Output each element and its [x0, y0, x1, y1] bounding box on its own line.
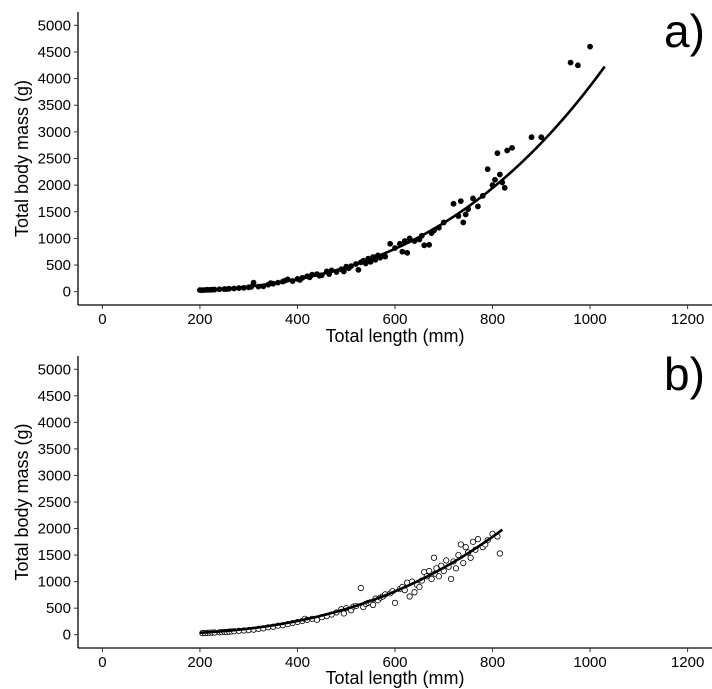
data-point [404, 249, 411, 256]
data-point [496, 550, 503, 557]
data-point [416, 583, 423, 591]
fit-curve [199, 528, 504, 635]
data-point [496, 171, 503, 178]
data-point [567, 59, 574, 66]
y-tick-label: 2000 [38, 521, 71, 538]
y-tick-label: 2000 [38, 177, 71, 194]
data-point [470, 195, 476, 202]
x-tick-label: 600 [382, 654, 407, 671]
panel-label: b) [664, 348, 705, 400]
y-tick-label: 3500 [38, 97, 71, 114]
data-point [460, 219, 467, 226]
x-tick-label: 400 [285, 311, 310, 328]
x-tick-label: 0 [98, 311, 106, 328]
data-point [452, 565, 460, 572]
x-tick-label: 1000 [573, 654, 606, 671]
y-tick-label: 500 [46, 257, 71, 274]
chart-panel-b: 0500100015002000250030003500400045005000… [12, 348, 712, 688]
x-tick-label: 200 [187, 654, 212, 671]
data-point [509, 144, 515, 151]
data-point [484, 166, 491, 173]
y-tick-label: 3500 [38, 441, 71, 458]
y-tick-label: 4000 [38, 414, 71, 431]
data-point [574, 62, 581, 69]
x-tick-label: 600 [382, 311, 407, 328]
x-tick-label: 400 [285, 654, 310, 671]
y-tick-label: 3000 [38, 124, 71, 141]
data-point [443, 557, 450, 564]
data-point [250, 279, 257, 286]
y-tick-label: 2500 [38, 151, 71, 168]
data-point [492, 176, 498, 183]
y-tick-label: 0 [63, 627, 71, 644]
x-tick-label: 1000 [573, 311, 606, 328]
data-point [457, 198, 464, 205]
x-axis-title: Total length (mm) [325, 668, 464, 688]
data-point [355, 266, 362, 273]
data-point [538, 134, 545, 141]
y-tick-label: 5000 [38, 361, 71, 378]
y-tick-label: 3000 [38, 467, 71, 484]
y-tick-label: 4500 [38, 44, 71, 61]
data-point [426, 241, 433, 248]
y-tick-label: 4500 [38, 388, 71, 405]
data-point [421, 242, 428, 249]
data-point [467, 554, 474, 561]
data-point [430, 554, 438, 561]
y-tick-label: 4000 [38, 71, 71, 88]
chart-panel-a: 0500100015002000250030003500400045005000… [12, 5, 712, 346]
data-point [428, 575, 435, 583]
data-point [474, 536, 482, 543]
data-point [411, 589, 418, 596]
x-tick-label: 800 [480, 311, 505, 328]
y-axis-title: Total body mass (g) [12, 80, 32, 237]
data-point [450, 200, 457, 207]
data-point [494, 150, 501, 157]
y-tick-label: 1500 [38, 204, 71, 221]
data-point [460, 559, 467, 567]
y-tick-label: 1000 [38, 574, 71, 591]
data-point [387, 240, 394, 247]
x-axis-title: Total length (mm) [325, 326, 464, 346]
data-point [504, 147, 511, 154]
panel-label: a) [664, 5, 705, 57]
data-point [426, 567, 433, 575]
data-point [457, 541, 464, 548]
data-point [462, 544, 469, 551]
data-point [528, 134, 535, 141]
data-point [462, 211, 469, 218]
y-tick-label: 1500 [38, 547, 71, 564]
data-point [391, 599, 399, 606]
y-axis-title: Total body mass (g) [12, 423, 32, 580]
data-point [587, 43, 593, 50]
fit-curve [199, 65, 606, 292]
data-point [406, 593, 413, 600]
y-tick-label: 1000 [38, 230, 71, 247]
data-point [435, 573, 442, 580]
y-tick-label: 0 [63, 284, 71, 301]
data-point [469, 538, 477, 545]
x-tick-label: 200 [187, 311, 212, 328]
data-point [340, 610, 347, 617]
y-tick-label: 2500 [38, 494, 71, 511]
data-point [501, 184, 508, 191]
y-tick-label: 500 [46, 600, 71, 617]
x-tick-label: 1200 [671, 311, 704, 328]
data-point [357, 584, 364, 592]
y-tick-label: 5000 [38, 17, 71, 34]
x-tick-label: 1200 [671, 654, 704, 671]
data-point [399, 248, 406, 255]
data-point [447, 575, 455, 583]
x-tick-label: 0 [98, 654, 106, 671]
x-tick-label: 800 [480, 654, 505, 671]
data-point [475, 203, 481, 210]
data-point [369, 601, 377, 609]
